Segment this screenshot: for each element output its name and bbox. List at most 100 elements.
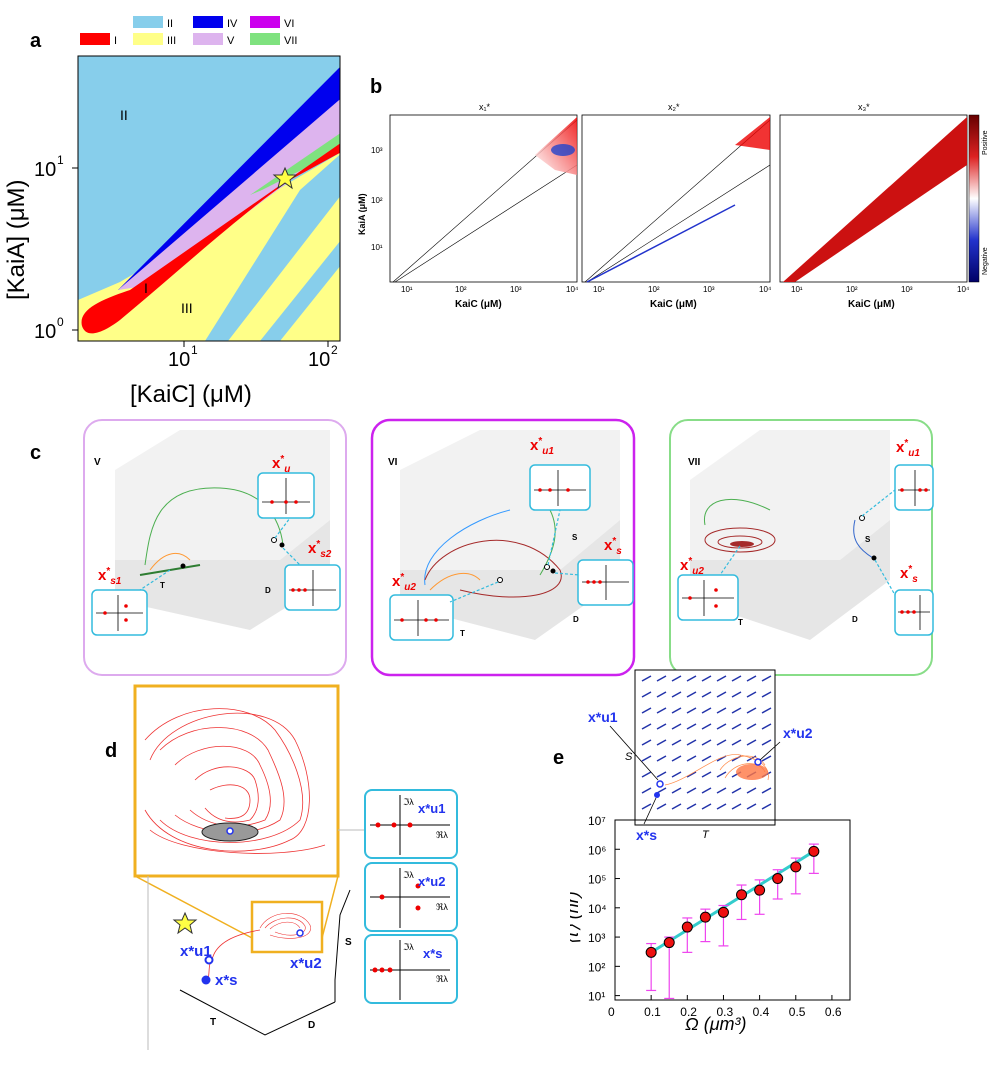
vector-arrow — [746, 803, 757, 810]
xtick-exp-2: 2 — [331, 343, 338, 357]
data-point — [754, 884, 766, 896]
box-v-backdrop — [115, 430, 330, 560]
vector-arrow — [641, 675, 652, 682]
vector-arrow — [701, 675, 712, 682]
vector-arrow — [746, 691, 757, 698]
eigen-box-v-s1 — [91, 589, 148, 636]
eigen-box-vi-u2 — [389, 594, 454, 641]
colorbar-negative: Negative — [982, 247, 989, 275]
legend-label-vi: VI — [284, 18, 294, 30]
vector-arrow — [671, 755, 682, 762]
panel-b-subplot-1 — [389, 114, 578, 283]
vector-arrow — [761, 723, 772, 730]
star-marker-d — [172, 911, 198, 935]
legend-label-iii: III — [167, 35, 176, 47]
vector-arrow — [701, 739, 712, 746]
vector-arrow — [746, 723, 757, 730]
box-vii-floor — [690, 520, 890, 640]
legend-swatch-ii — [133, 16, 163, 28]
eigen-box-v-u — [257, 472, 315, 519]
box-vi-axis-d: D — [573, 615, 579, 624]
b3-xtick-3: 10³ — [901, 285, 913, 294]
panel-d-xs-label: x*s — [215, 972, 238, 989]
legend-swatch-iii — [133, 33, 163, 45]
panel-a-xlabel: [KaiC] (μM) — [130, 381, 252, 408]
vector-arrow — [686, 723, 697, 730]
region-iv — [118, 67, 340, 290]
vector-arrow — [761, 787, 772, 794]
box-v-label: V — [94, 457, 101, 468]
panel-b-heat-2 — [735, 117, 770, 150]
panel-b-ytick-1: 10¹ — [371, 243, 383, 252]
b1-xtick-3: 10³ — [510, 285, 522, 294]
vector-arrow — [656, 675, 667, 682]
vector-arrow — [761, 707, 772, 714]
panel-a-legend: I II III IV V VI VII — [80, 16, 297, 47]
eigen-box-vi-s — [577, 559, 634, 606]
inset-xu1-label: x*u1 — [588, 709, 618, 725]
vector-arrow — [671, 675, 682, 682]
box-vii-axis-s: S — [865, 535, 871, 544]
eigen-box-d-u2: ℑλ ℜλ x*u2 — [364, 862, 458, 932]
box-vi-xu2-label: x*u2 — [392, 572, 416, 593]
legend-swatch-iv — [193, 16, 223, 28]
box-v-axis-d: D — [265, 586, 271, 595]
vector-arrow — [701, 755, 712, 762]
panel-e-ylabel: ⟨τ⟩ (hr) — [570, 891, 582, 945]
box-vi-axis-s: S — [572, 533, 578, 542]
panel-d-axis-s: S — [345, 937, 352, 948]
panel-a-yticks: 10 0 10 1 — [34, 153, 78, 343]
vector-arrow — [671, 739, 682, 746]
b3-xtick-2: 10² — [846, 285, 858, 294]
b2-xtick-2: 10² — [648, 285, 660, 294]
vector-arrow — [686, 691, 697, 698]
legend-label-ii: II — [167, 18, 173, 30]
box-vii-axis-d: D — [852, 615, 858, 624]
ytick-exp-0: 0 — [57, 315, 64, 329]
legend-label-iv: IV — [227, 18, 238, 30]
panel-b-title-1: x₁* — [479, 102, 491, 112]
panel-b-ytick-3: 10³ — [371, 146, 383, 155]
legend-label-vii: VII — [284, 35, 297, 47]
traj-green — [144, 487, 284, 566]
y-tick-label: 10¹ — [588, 990, 605, 1004]
vector-arrow — [731, 739, 742, 746]
vector-arrow — [731, 675, 742, 682]
zoom-inset — [133, 684, 340, 878]
vector-arrow — [731, 803, 742, 810]
panel-a-ylabel: [KaiA] (μM) — [3, 179, 30, 300]
inset-xs-label: x*s — [636, 827, 657, 843]
vector-arrow — [701, 803, 712, 810]
panel-label-a: a — [30, 30, 42, 52]
panel-label-c: c — [30, 442, 42, 464]
eigen-box-vii-u2 — [677, 574, 739, 621]
x-tick-label: 0.6 — [825, 1005, 842, 1019]
region-v — [118, 99, 340, 290]
legend-label-i: I — [114, 35, 117, 47]
svg-text:x*u2: x*u2 — [418, 874, 445, 889]
vector-arrow — [641, 691, 652, 698]
eigen-box-d-u1: ℑλ ℜλ x*u1 — [364, 789, 458, 859]
y-tick-label: 10⁴ — [588, 902, 607, 916]
vector-arrow — [731, 707, 742, 714]
vector-arrow — [701, 787, 712, 794]
svg-text:ℜλ: ℜλ — [436, 830, 448, 840]
b3-xtick-1: 10¹ — [791, 285, 803, 294]
eigen-box-d-s: ℑλ ℜλ x*s — [364, 934, 458, 1004]
vector-arrow — [641, 707, 652, 714]
vector-arrow — [641, 755, 652, 762]
data-point — [808, 845, 820, 857]
vector-arrow — [761, 803, 772, 810]
vector-arrow — [701, 771, 712, 778]
traj-orange — [149, 552, 191, 571]
panel-b-heat-3 — [783, 117, 967, 282]
y-tick-label: 10³ — [588, 931, 605, 945]
x-tick-label: 0.5 — [789, 1005, 806, 1019]
panel-e-chart: S T x*u1 x*u2 x*s 0 0.1 0.2 0.3 0.4 0.5 0.6 10¹… — [570, 669, 851, 1034]
region-label-iii: III — [181, 300, 193, 316]
legend-swatch-vi — [250, 16, 280, 28]
vector-arrow — [686, 675, 697, 682]
panel-d-axis-d: D — [308, 1020, 315, 1031]
eigen-box-v-s2 — [284, 564, 341, 611]
panel-e-frame — [614, 819, 851, 1001]
